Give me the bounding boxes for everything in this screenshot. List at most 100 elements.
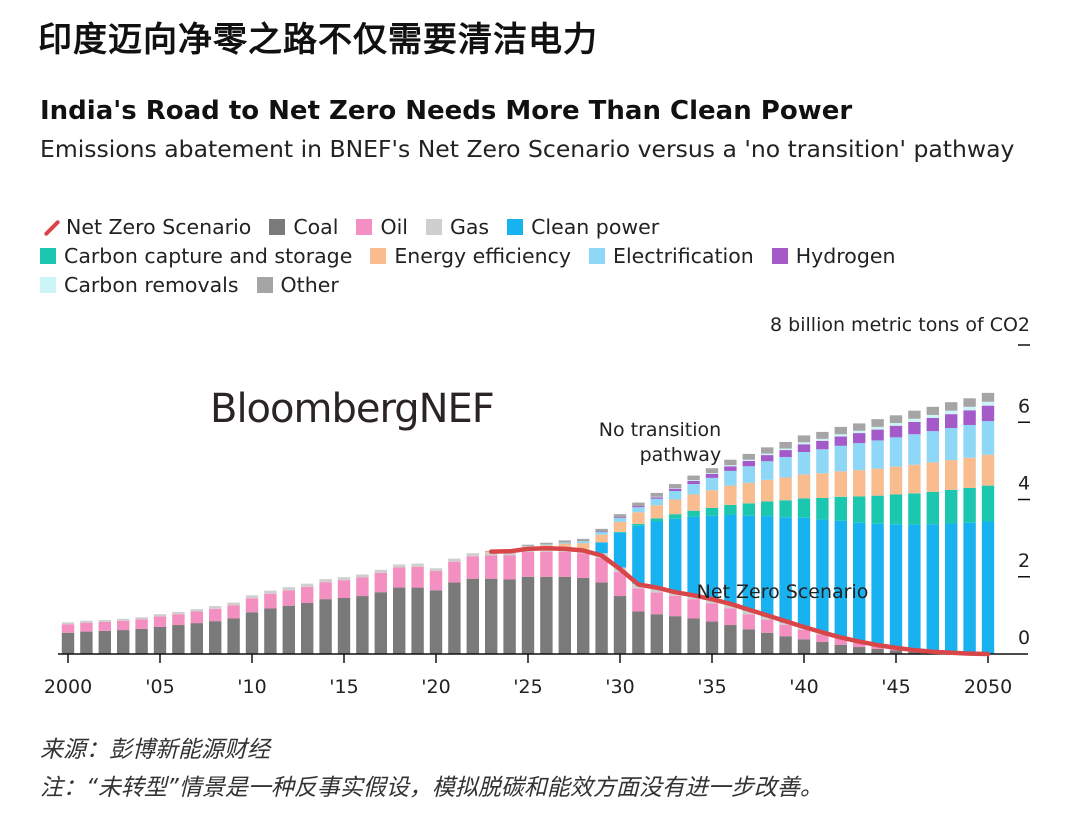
bar-hydrogen-2045 — [889, 425, 903, 438]
bar-hydrogen-2041 — [816, 440, 829, 450]
bar-carbon-removals-2037 — [742, 459, 755, 461]
bar-other-2033 — [669, 484, 682, 489]
bar-energy-efficiency-2043 — [853, 470, 866, 497]
bar-coal-2009 — [227, 618, 240, 654]
x-tick-label: 2050 — [964, 676, 1012, 698]
bar-other-2029 — [595, 528, 608, 532]
bar-oil-2008 — [209, 608, 222, 622]
bar-coal-2035 — [705, 621, 719, 654]
bar-hydrogen-2050 — [981, 405, 995, 422]
bar-clean-power-2032 — [650, 521, 663, 588]
bar-coal-2012 — [282, 605, 295, 654]
bar-carbon-capture-and-storage-2048 — [945, 489, 958, 524]
bar-carbon-capture-and-storage-2042 — [834, 496, 847, 521]
bar-coal-2013 — [301, 603, 314, 654]
bar-gas-2014 — [319, 579, 332, 583]
bar-coal-2043 — [853, 647, 866, 654]
bar-gas-2022 — [466, 553, 479, 557]
bar-oil-2021 — [448, 561, 461, 583]
bar-oil-2004 — [135, 619, 148, 629]
x-tick-label: '30 — [605, 676, 634, 698]
bar-coal-2040 — [797, 639, 811, 654]
bar-other-2044 — [871, 419, 884, 427]
bar-energy-efficiency-2032 — [650, 505, 663, 519]
bar-other-2046 — [908, 410, 921, 419]
bar-coal-2001 — [80, 631, 93, 654]
bar-carbon-removals-2043 — [853, 430, 866, 434]
bar-coal-2028 — [577, 577, 590, 654]
bar-coal-2034 — [687, 618, 700, 654]
bar-oil-2022 — [466, 556, 479, 579]
bar-electrification-2029 — [595, 531, 608, 535]
bar-oil-2023 — [485, 555, 498, 579]
bar-oil-2038 — [761, 619, 774, 633]
bar-energy-efficiency-2042 — [834, 471, 847, 497]
legend-row: Carbon capture and storage Energy efficie… — [40, 243, 1040, 272]
bar-oil-2032 — [650, 592, 663, 615]
legend-label: Carbon removals — [64, 273, 239, 297]
bar-coal-2045 — [889, 650, 903, 654]
bar-energy-efficiency-2034 — [687, 494, 700, 511]
bar-clean-power-2044 — [871, 523, 884, 645]
x-tick-label: '35 — [697, 676, 726, 698]
bar-carbon-removals-2039 — [779, 448, 792, 451]
bar-coal-2029 — [595, 582, 608, 654]
bar-carbon-removals-2035 — [705, 473, 719, 475]
bar-clean-power-2046 — [908, 524, 921, 649]
bar-other-2050 — [981, 392, 995, 402]
bar-hydrogen-2047 — [926, 418, 939, 432]
bar-carbon-capture-and-storage-2033 — [669, 514, 682, 519]
bar-oil-2006 — [172, 614, 185, 626]
bar-oil-2031 — [632, 588, 645, 612]
bar-coal-2008 — [209, 621, 222, 654]
bar-carbon-removals-2041 — [816, 438, 829, 441]
bar-gas-2013 — [301, 583, 314, 587]
bar-carbon-capture-and-storage-2036 — [724, 504, 737, 515]
bar-other-2028 — [577, 538, 590, 542]
bar-energy-efficiency-2041 — [816, 473, 829, 498]
bar-hydrogen-2046 — [908, 421, 921, 435]
bar-energy-efficiency-2046 — [908, 464, 921, 494]
bar-electrification-2025 — [521, 545, 535, 547]
bar-coal-2032 — [650, 614, 663, 654]
legend-item-energy-efficiency: Energy efficiency — [370, 244, 571, 268]
legend-label: Energy efficiency — [394, 244, 572, 268]
bar-gas-2021 — [448, 558, 461, 562]
bar-electrification-2035 — [705, 477, 719, 491]
bar-carbon-capture-and-storage-2041 — [816, 497, 829, 520]
bar-coal-2006 — [172, 625, 185, 654]
bar-other-2025 — [521, 544, 535, 546]
bar-gas-2004 — [135, 617, 148, 620]
bar-hydrogen-2030 — [613, 517, 627, 519]
bar-oil-2037 — [742, 614, 755, 630]
bar-carbon-capture-and-storage-2031 — [632, 523, 645, 526]
bar-other-2030 — [613, 514, 627, 518]
bar-energy-efficiency-2045 — [889, 466, 903, 495]
bar-hydrogen-2035 — [705, 474, 719, 478]
bar-coal-2041 — [816, 642, 829, 654]
bar-oil-2015 — [337, 580, 351, 598]
bar-electrification-2050 — [981, 421, 995, 455]
legend-swatch-clean-power — [507, 219, 524, 235]
annotation-line: No transition — [599, 419, 721, 441]
bar-electrification-2038 — [761, 461, 774, 480]
bar-oil-2013 — [301, 586, 314, 604]
bar-carbon-capture-and-storage-2040 — [797, 498, 811, 518]
bar-energy-efficiency-2033 — [669, 499, 682, 515]
bar-oil-2005 — [153, 616, 167, 627]
bar-gas-2039 — [779, 622, 792, 626]
bar-oil-2014 — [319, 582, 332, 600]
legend-swatch-other — [256, 277, 273, 293]
bar-oil-2030 — [613, 572, 627, 597]
bar-coal-2018 — [393, 587, 406, 654]
bar-coal-2024 — [503, 579, 516, 654]
bar-energy-efficiency-2031 — [632, 512, 645, 524]
bar-other-2036 — [724, 459, 737, 466]
chinese-title: 印度迈向净零之路不仅需要清洁电力 — [38, 20, 598, 60]
bar-clean-power-2036 — [724, 514, 737, 605]
bar-oil-2003 — [117, 620, 130, 631]
bar-energy-efficiency-2036 — [724, 485, 737, 505]
bar-energy-efficiency-2048 — [945, 460, 958, 490]
bar-electrification-2028 — [577, 541, 590, 544]
bar-electrification-2031 — [632, 507, 645, 513]
